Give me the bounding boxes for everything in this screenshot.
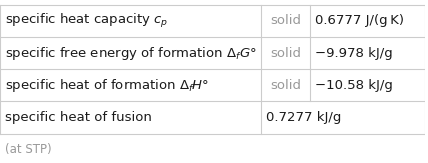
Text: solid: solid xyxy=(270,15,301,28)
Text: specific heat of formation $\Delta_f H°$: specific heat of formation $\Delta_f H°$ xyxy=(5,77,209,94)
Text: specific heat capacity $c_p$: specific heat capacity $c_p$ xyxy=(5,12,168,30)
Text: 0.7277 kJ/g: 0.7277 kJ/g xyxy=(266,111,342,124)
Text: solid: solid xyxy=(270,79,301,92)
Text: 0.6777 J/(g K): 0.6777 J/(g K) xyxy=(315,15,404,28)
Text: specific free energy of formation $\Delta_f G°$: specific free energy of formation $\Delt… xyxy=(5,45,257,62)
Text: solid: solid xyxy=(270,47,301,60)
Text: −10.58 kJ/g: −10.58 kJ/g xyxy=(315,79,393,92)
Text: (at STP): (at STP) xyxy=(5,143,52,156)
Text: −9.978 kJ/g: −9.978 kJ/g xyxy=(315,47,393,60)
Text: specific heat of fusion: specific heat of fusion xyxy=(5,111,152,124)
